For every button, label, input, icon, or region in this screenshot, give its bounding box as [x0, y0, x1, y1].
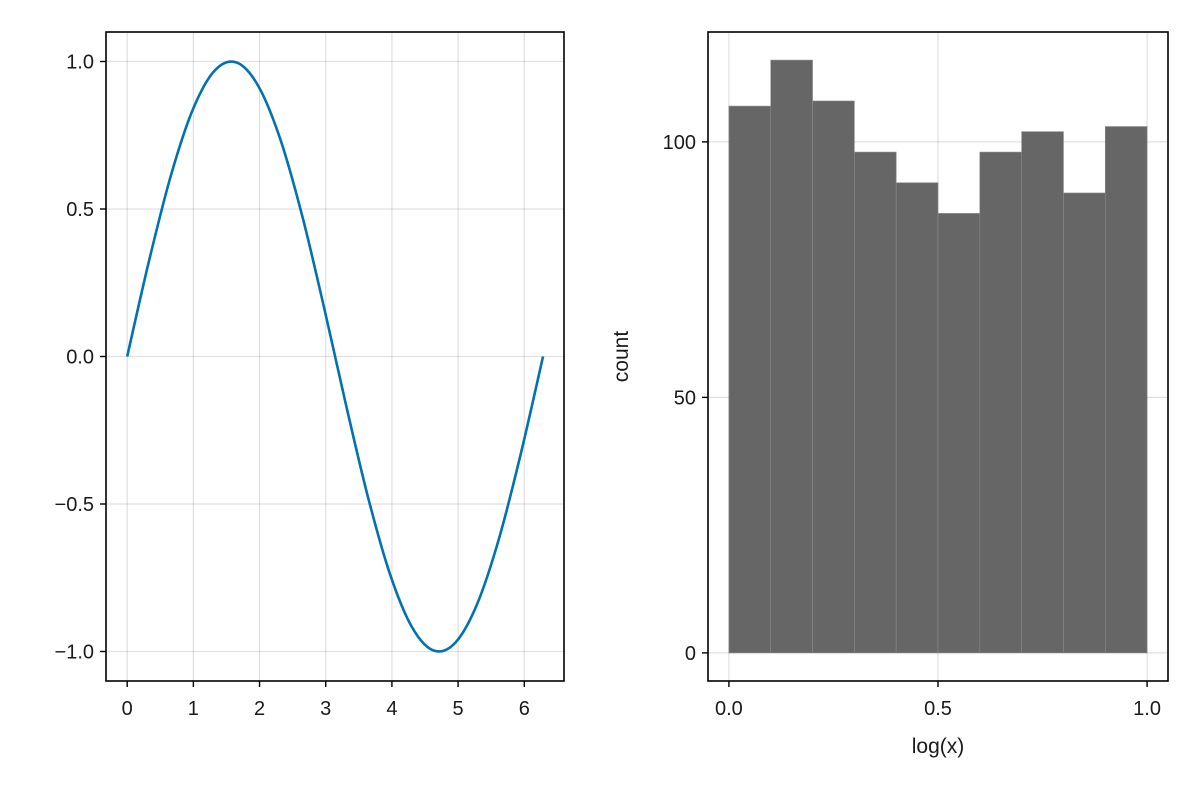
- y-axis-label: count: [610, 331, 633, 383]
- y-tick-label: 0: [685, 643, 696, 665]
- histogram-bar: [895, 182, 939, 654]
- grid-lines: [106, 32, 564, 681]
- x-tick-label: 3: [320, 698, 331, 720]
- sine-series-line: [125, 60, 545, 653]
- x-tick-label: 2: [254, 698, 265, 720]
- histogram-bar: [1021, 131, 1064, 654]
- y-tick-label: 100: [663, 132, 696, 154]
- x-tick-label: 4: [386, 698, 397, 720]
- x-tick-label: 0: [122, 698, 133, 720]
- x-tick-label: 0.5: [924, 698, 952, 720]
- y-tick-label: 0.5: [66, 199, 94, 221]
- histogram-bars: [728, 59, 1148, 654]
- y-tick-label: −1.0: [55, 642, 94, 664]
- log-histogram-chart: 0.0 0.5 1.0 0 50 100 log(x) count: [610, 31, 1169, 758]
- y-tick-label: −0.5: [55, 494, 94, 516]
- histogram-bar: [937, 213, 981, 654]
- x-tick-label: 0.0: [715, 698, 743, 720]
- x-tick-label: 1: [188, 698, 199, 720]
- x-tick-label: 6: [519, 698, 530, 720]
- histogram-bar: [1063, 192, 1106, 654]
- y-tick-label: 50: [674, 387, 696, 409]
- y-tick-label: 1.0: [66, 52, 94, 74]
- x-tick-label: 5: [453, 698, 464, 720]
- x-axis-label: log(x): [912, 735, 965, 758]
- histogram-bar: [979, 151, 1022, 654]
- y-tick-label: 0.0: [66, 347, 94, 369]
- histogram-bar: [1104, 126, 1148, 654]
- histogram-bar: [812, 100, 855, 654]
- histogram-bar: [854, 151, 897, 654]
- x-tick-label: 1.0: [1133, 698, 1161, 720]
- sine-line-chart: 0 1 2 3 4 5 6 −1.0 −0.5 0.0 0.5 1.0: [55, 31, 565, 720]
- histogram-bar: [728, 105, 772, 654]
- histogram-bar: [770, 59, 813, 654]
